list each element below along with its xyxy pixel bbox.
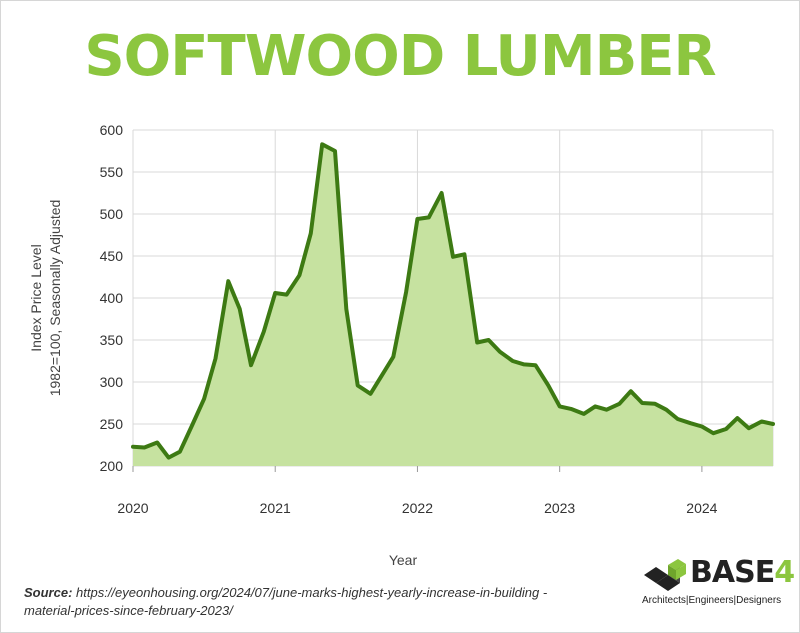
series-area-fill <box>133 144 773 467</box>
y-tick-label: 550 <box>100 164 124 180</box>
x-tick-label: 2022 <box>402 500 433 516</box>
x-axis-label: Year <box>389 552 418 568</box>
y-tick-label: 200 <box>100 458 124 474</box>
company-logo: BASE4 Architects|Engineers|Designers <box>640 553 795 613</box>
cube-logo-icon <box>644 559 686 591</box>
y-tick-label: 500 <box>100 206 124 222</box>
source-url: https://eyeonhousing.org/2024/07/june-ma… <box>24 585 548 618</box>
logo-tagline: Architects|Engineers|Designers <box>642 595 782 606</box>
y-axis-label-line2: 1982=100, Seasonally Adjusted <box>47 200 63 397</box>
y-tick-label: 600 <box>100 122 124 138</box>
logo-name: BASE <box>690 555 775 590</box>
logo-wordmark: BASE4 <box>690 555 795 590</box>
y-tick-label: 250 <box>100 416 124 432</box>
x-tick-label: 2023 <box>544 500 575 516</box>
y-axis-label-line1: Index Price Level <box>28 244 44 351</box>
chart-title: SOFTWOOD LUMBER <box>84 24 716 89</box>
logo-number: 4 <box>774 555 795 590</box>
x-tick-label: 2024 <box>686 500 717 516</box>
y-tick-label: 300 <box>100 374 124 390</box>
x-tick-label: 2020 <box>117 500 148 516</box>
x-tick-label: 2021 <box>260 500 291 516</box>
y-tick-label: 350 <box>100 332 124 348</box>
area-series <box>131 142 775 467</box>
y-tick-label: 400 <box>100 290 124 306</box>
axis-ticks: 200 250 300 350 400 450 500 550 600 2020 2021 2022 2… <box>100 122 718 516</box>
source-label: Source: <box>24 585 73 600</box>
source-note: Source: https://eyeonhousing.org/2024/07… <box>24 584 584 620</box>
y-tick-label: 450 <box>100 248 124 264</box>
